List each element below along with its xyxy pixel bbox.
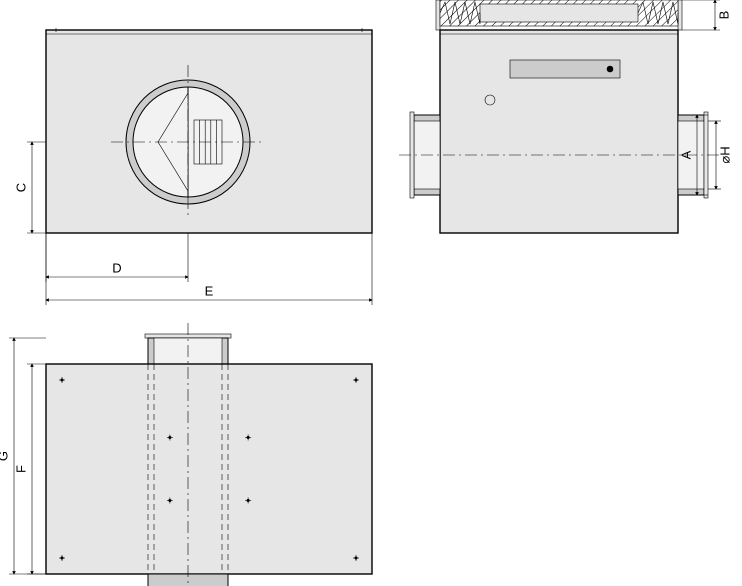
svg-text:E: E (205, 283, 214, 298)
svg-text:G: G (0, 451, 10, 461)
svg-text:F: F (13, 465, 28, 473)
svg-text:⌀H: ⌀H (717, 146, 732, 163)
svg-text:C: C (13, 183, 28, 192)
svg-text:D: D (112, 260, 121, 275)
technical-drawing: D E C B A ⌀H FG (0, 0, 742, 586)
svg-text:B: B (716, 11, 731, 20)
svg-text:A: A (678, 150, 693, 159)
